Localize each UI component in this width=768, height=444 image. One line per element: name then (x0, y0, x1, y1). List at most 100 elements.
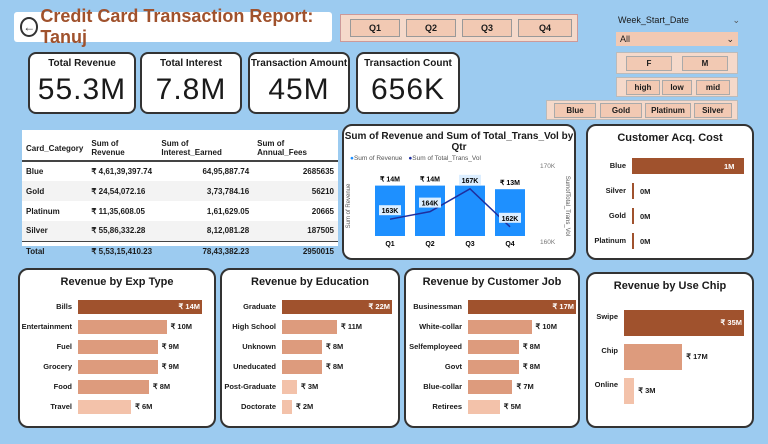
category-label: High School (232, 322, 276, 331)
table-cell: 78,43,382.23 (157, 240, 254, 261)
card-button-blue[interactable]: Blue (554, 103, 596, 118)
data-label: ₹ 9M (161, 362, 179, 371)
card-button-gold[interactable]: Gold (600, 103, 642, 118)
bar[interactable] (78, 380, 149, 394)
income-button-high[interactable]: high (626, 80, 660, 95)
card-summary-table-panel: Card_Category Sum of Revenue Sum of Inte… (22, 130, 338, 261)
bar[interactable] (282, 300, 392, 314)
bar[interactable] (632, 183, 634, 199)
table-cell: 56210 (253, 181, 338, 201)
data-label: 0M (640, 187, 651, 196)
x-tick-label: Q1 (385, 241, 394, 248)
revenue-bar[interactable] (455, 185, 485, 236)
category-label: Online (594, 380, 618, 389)
bar[interactable] (282, 360, 322, 374)
table-cell: ₹ 4,61,39,397.74 (91, 167, 153, 176)
line-label-box (419, 197, 441, 208)
data-label: ₹ 8M (522, 362, 541, 371)
bar[interactable] (282, 320, 337, 334)
category-label: Graduate (243, 302, 276, 311)
table-row: Gold ₹ 24,54,072.16 3,73,784.16 56210 (22, 181, 338, 201)
data-label: 0M (640, 237, 651, 246)
bar[interactable] (78, 400, 132, 414)
card-button-silver[interactable]: Silver (694, 103, 732, 118)
data-label: ₹ 22M (368, 302, 390, 311)
category-label: Businessman (413, 302, 462, 311)
y-axis-label: Sum of Revenue (346, 183, 352, 228)
bar[interactable] (632, 233, 634, 249)
data-label: ₹ 8M (522, 342, 541, 351)
bar[interactable] (468, 380, 513, 394)
category-label: Food (53, 382, 72, 391)
bar[interactable] (624, 344, 683, 370)
table-cell: Silver (22, 221, 88, 241)
category-label: Blue-collar (423, 382, 462, 391)
card-button-platinum[interactable]: Platinum (645, 103, 691, 118)
table-header[interactable]: Sum of Interest_Earned (157, 136, 254, 162)
bar[interactable] (282, 380, 297, 394)
data-label: ₹ 7M (516, 382, 534, 391)
line-label-box (499, 212, 521, 223)
revenue-volume-chart: Sum of Revenue SumofTotal_Trans_Vol 170K… (346, 163, 570, 248)
revenue-bar[interactable] (495, 189, 525, 236)
legend-item: ●Sum of Total_Trans_Vol (408, 155, 481, 162)
bar[interactable] (78, 320, 167, 334)
back-arrow-icon[interactable]: ← (20, 17, 39, 37)
income-button-low[interactable]: low (662, 80, 692, 95)
table-cell: Gold (22, 181, 88, 201)
category-label: Travel (50, 402, 72, 411)
week-filter-dropdown[interactable]: All ⌄ (616, 32, 738, 46)
data-label: ₹ 10M (535, 322, 557, 331)
bar[interactable] (624, 310, 744, 336)
bar[interactable] (282, 340, 322, 354)
kpi-total-revenue: Total Revenue 55.3M (28, 52, 136, 114)
category-label: Retirees (432, 402, 462, 411)
bar[interactable] (282, 400, 292, 414)
bar[interactable] (624, 378, 635, 404)
category-label: Fuel (56, 342, 72, 351)
data-label: 0M (640, 212, 651, 221)
table-total-row: Total ₹ 5,53,15,410.23 78,43,382.23 2950… (22, 240, 338, 261)
bar[interactable] (78, 340, 158, 354)
gender-button-f[interactable]: F (626, 56, 672, 71)
bar[interactable] (468, 300, 576, 314)
bar[interactable] (468, 320, 532, 334)
legend-label: Sum of Total_Trans_Vol (412, 155, 481, 162)
table-cell: 3,73,784.16 (157, 181, 254, 201)
bar[interactable] (78, 300, 202, 314)
table-header[interactable]: Sum of Revenue (87, 136, 158, 162)
table-cell: 2685635 (302, 167, 334, 176)
data-label: 1M (724, 162, 735, 171)
cac-chart-card: Customer Acq. Cost Blue 1M Silver 0M Gold 0M P… (586, 124, 754, 260)
quarter-button-q4[interactable]: Q4 (518, 19, 572, 37)
table-cell: ₹ 55,86,332.28 (87, 221, 158, 241)
volume-line[interactable] (389, 187, 511, 228)
kpi-total-interest: Total Interest 7.8M (140, 52, 242, 114)
table-header[interactable]: Sum of Annual_Fees (253, 136, 338, 162)
bar[interactable] (78, 360, 158, 374)
quarter-button-q1[interactable]: Q1 (350, 19, 400, 37)
category-label: Entertainment (21, 322, 72, 331)
week-filter-value: All (620, 34, 631, 44)
bar[interactable] (468, 400, 500, 414)
kpi-value: 656K (370, 73, 446, 106)
bar[interactable] (632, 208, 634, 224)
line-data-label: 163K (382, 208, 399, 215)
gender-button-m[interactable]: M (682, 56, 728, 71)
table-row: Blue ₹ 4,61,39,397.74 64,95,887.74 26856… (22, 161, 338, 181)
table-header[interactable]: Card_Category (22, 136, 88, 162)
table-cell: 64,95,887.74 (202, 167, 250, 176)
data-label: ₹ 10M (170, 322, 193, 331)
quarter-button-q2[interactable]: Q2 (406, 19, 456, 37)
category-label: Selfemployeed (409, 342, 462, 351)
bar[interactable] (468, 340, 519, 354)
kpi-label: Total Interest (159, 58, 223, 69)
table-cell: Total (22, 240, 88, 261)
bar[interactable] (632, 158, 744, 174)
data-label: ₹ 3M (301, 382, 319, 391)
table-cell: Platinum (26, 206, 60, 216)
income-button-mid[interactable]: mid (696, 80, 730, 95)
quarter-button-q3[interactable]: Q3 (462, 19, 512, 37)
job-chart-card: Revenue by Customer Job Businessman ₹ 17M… (404, 268, 580, 428)
bar[interactable] (468, 360, 519, 374)
